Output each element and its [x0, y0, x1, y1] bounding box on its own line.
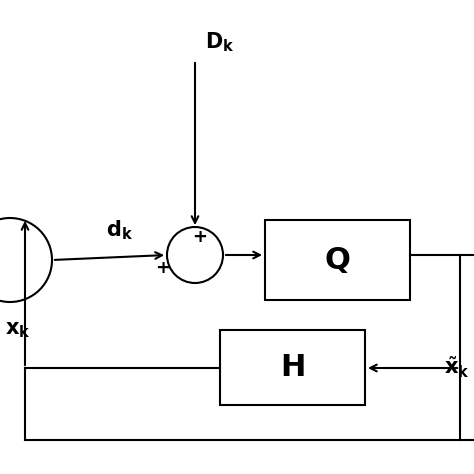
- Text: $\mathbf{x_k}$: $\mathbf{x_k}$: [5, 320, 31, 340]
- Text: $\mathbf{Q}$: $\mathbf{Q}$: [324, 245, 351, 275]
- Text: $\mathbf{d_k}$: $\mathbf{d_k}$: [107, 218, 134, 242]
- Text: $\mathbf{H}$: $\mathbf{H}$: [280, 353, 305, 382]
- Text: +: +: [155, 259, 171, 277]
- Text: $\mathbf{D_k}$: $\mathbf{D_k}$: [205, 30, 235, 54]
- Bar: [265, 220, 410, 300]
- Text: +: +: [192, 228, 208, 246]
- Text: $\tilde{\mathbf{x}}_\mathbf{k}$: $\tilde{\mathbf{x}}_\mathbf{k}$: [444, 354, 470, 380]
- Bar: [220, 330, 365, 405]
